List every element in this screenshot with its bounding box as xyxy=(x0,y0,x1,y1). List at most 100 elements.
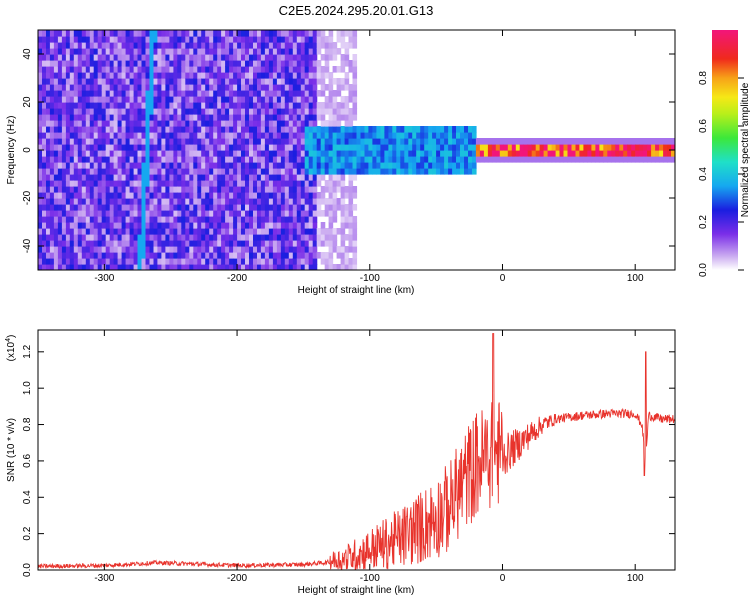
spectrogram-cell xyxy=(77,198,83,205)
spectrogram-cell xyxy=(57,252,63,259)
spectrogram-cell xyxy=(121,102,127,109)
spectrogram-cell xyxy=(352,54,358,61)
spectrogram-cell xyxy=(288,234,294,241)
spectrogram-cell xyxy=(213,192,218,199)
spectrogram-cell xyxy=(213,72,218,79)
spectrogram-cell xyxy=(149,30,155,37)
spectrogram-cell xyxy=(217,168,222,175)
spectrogram-cell xyxy=(356,168,362,175)
spectrogram-cell xyxy=(217,258,222,265)
spectrogram-cell xyxy=(149,54,155,61)
spectrogram-cell xyxy=(241,120,246,127)
spectrogram-cell xyxy=(57,192,63,199)
spectrogram-cell xyxy=(185,168,190,175)
spectrogram-cell xyxy=(129,162,135,169)
spectrogram-cell xyxy=(229,102,234,109)
spectrogram-cell xyxy=(49,234,55,241)
spectrogram-cell xyxy=(404,138,409,145)
spectrogram-cell xyxy=(89,30,95,37)
spectrogram-cell xyxy=(113,246,119,253)
spectrogram-cell xyxy=(169,84,174,91)
spectrogram-cell xyxy=(65,156,71,163)
spectrogram-cell xyxy=(197,120,202,127)
spectrogram-cell xyxy=(57,30,63,37)
spectrogram-cell xyxy=(193,252,198,259)
spectrogram-cell xyxy=(93,168,99,175)
spectrogram-cell xyxy=(296,60,302,67)
spectrogram-cell xyxy=(193,246,198,253)
spectrogram-cell xyxy=(436,156,441,163)
spectrogram-cell xyxy=(352,228,358,235)
spectrogram-cell xyxy=(117,258,123,265)
spectrogram-cell xyxy=(611,156,616,163)
spectrogram-cell xyxy=(177,234,182,241)
spectrogram-cell xyxy=(105,258,111,265)
spectrogram-cell xyxy=(264,264,270,270)
spectrogram-cell xyxy=(276,84,282,91)
spectrogram-cell xyxy=(300,132,306,139)
spectrogram-cell xyxy=(113,216,119,223)
spectrogram-cell xyxy=(472,126,477,133)
spectrogram-cell xyxy=(161,84,166,91)
spectrogram-cell xyxy=(344,156,350,163)
spectrogram-cell xyxy=(173,240,178,247)
spectrogram-cell xyxy=(213,240,218,247)
spectrogram-cell xyxy=(551,150,557,157)
spectrogram-cell xyxy=(225,204,230,211)
spectrogram-cell xyxy=(113,78,119,85)
spectrogram-cell xyxy=(300,186,306,193)
spectrogram-cell xyxy=(221,60,226,67)
spectrogram-cell xyxy=(288,168,294,175)
spectrogram-cell xyxy=(117,198,123,205)
page-title: C2E5.2024.295.20.01.G13 xyxy=(279,3,434,18)
spectrogram-cell xyxy=(260,42,266,49)
spectrogram-cell xyxy=(133,174,139,181)
spectrogram-cell xyxy=(304,204,310,211)
spectrogram-cell xyxy=(113,198,119,205)
spectrogram-cell xyxy=(77,42,83,49)
spectrogram-cell xyxy=(105,252,111,259)
spectrogram-cell xyxy=(452,150,457,157)
spectrogram-cell xyxy=(237,174,242,181)
spectrogram-cell xyxy=(38,120,43,127)
spectrogram-cell xyxy=(260,186,266,193)
spectrogram-cell xyxy=(468,162,473,169)
spectrogram-cell xyxy=(149,150,155,157)
spectrogram-cell xyxy=(109,144,115,151)
spectrogram-cell xyxy=(324,204,330,211)
spectrogram-cell xyxy=(408,168,413,175)
spectrogram-cell xyxy=(117,54,123,61)
spectrogram-cell xyxy=(213,168,218,175)
spectrogram-cell xyxy=(253,102,258,109)
spectrogram-cell xyxy=(38,96,43,103)
spectrogram-cell xyxy=(177,258,182,265)
spectrogram-cell xyxy=(264,234,270,241)
spectrogram-cell xyxy=(61,60,67,67)
spectrogram-cell xyxy=(141,138,147,145)
spectrogram-cell xyxy=(65,54,71,61)
spectrogram-cell xyxy=(161,114,166,121)
spectrogram-cell xyxy=(257,138,262,145)
spectrogram-cell xyxy=(284,144,290,151)
spectrogram-cell xyxy=(237,252,242,259)
spectrogram-cell xyxy=(97,90,103,97)
spectrogram-cell xyxy=(49,108,55,115)
spectrogram-cell xyxy=(57,240,63,247)
spectrogram-cell xyxy=(260,246,266,253)
spectrogram-cell xyxy=(237,60,242,67)
spectrogram-cell xyxy=(69,96,75,103)
spectrogram-cell xyxy=(69,132,75,139)
spectrogram-cell xyxy=(81,198,87,205)
spectrogram-cell xyxy=(209,204,214,211)
spectrogram-cell xyxy=(229,84,234,91)
spectrogram-cell xyxy=(348,36,354,43)
spectrogram-cell xyxy=(308,246,314,253)
spectrogram-cell xyxy=(177,120,182,127)
spectrogram-cell xyxy=(611,144,616,151)
spectrogram-cell xyxy=(245,132,250,139)
spectrogram-cell xyxy=(46,42,51,49)
spectrogram-cell xyxy=(249,156,254,163)
spectrogram-cell xyxy=(233,120,238,127)
spectrogram-cell xyxy=(201,126,206,133)
spectrogram-cell xyxy=(217,198,222,205)
